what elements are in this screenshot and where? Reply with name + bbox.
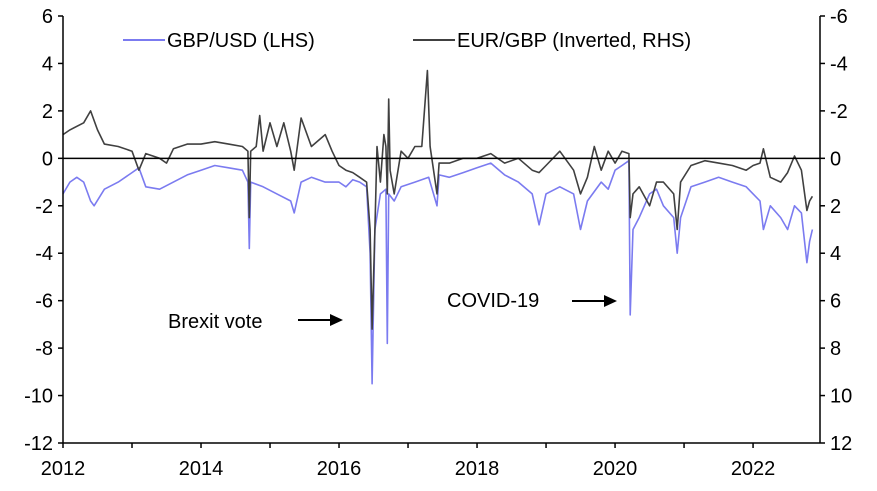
y-right-tick-label: 8 [830, 338, 841, 360]
annotation-covid-label: COVID-19 [447, 290, 539, 312]
x-tick-label: 2016 [317, 458, 362, 480]
y-right-tick-label: 4 [830, 243, 841, 265]
y-right-tick-label: 6 [830, 291, 841, 313]
y-right-tick-label: 2 [830, 196, 841, 218]
y-left-tick-label: -2 [35, 196, 53, 218]
arrowhead-icon [604, 295, 617, 307]
y-right-tick-label: 0 [830, 148, 841, 170]
x-tick-label: 2020 [593, 458, 638, 480]
annotation-covid: COVID-19 [447, 290, 617, 312]
y-left-tick-label: 2 [42, 101, 53, 123]
y-left-tick-label: -8 [35, 338, 53, 360]
y-right-tick-label: -2 [830, 101, 848, 123]
annotation-brexit: Brexit vote [168, 311, 343, 333]
y-right-tick-label: -6 [830, 6, 848, 28]
series-line-gbpusd [62, 159, 814, 385]
annotation-brexit-label: Brexit vote [168, 311, 262, 333]
y-left-tick-label: -12 [24, 433, 53, 455]
x-tick-label: 2022 [731, 458, 776, 480]
legend-label-eurgbp: EUR/GBP (Inverted, RHS) [457, 30, 691, 52]
legend-label-gbpusd: GBP/USD (LHS) [167, 30, 315, 52]
legend: GBP/USD (LHS) EUR/GBP (Inverted, RHS) [123, 30, 691, 52]
y-left-tick-label: -10 [24, 386, 53, 408]
y-left-tick-label: 6 [42, 6, 53, 28]
y-left-tick-label: -4 [35, 243, 53, 265]
y-right-tick-label: 10 [830, 386, 852, 408]
x-tick-label: 2012 [41, 458, 86, 480]
y-left-tick-label: -6 [35, 291, 53, 313]
arrowhead-icon [330, 314, 343, 326]
x-tick-label: 2018 [455, 458, 500, 480]
y-left-tick-label: 4 [42, 53, 53, 75]
y-right-tick-label: -4 [830, 53, 848, 75]
x-tick-label: 2014 [179, 458, 224, 480]
y-left-tick-label: 0 [42, 148, 53, 170]
y-right-tick-label: 12 [830, 433, 852, 455]
